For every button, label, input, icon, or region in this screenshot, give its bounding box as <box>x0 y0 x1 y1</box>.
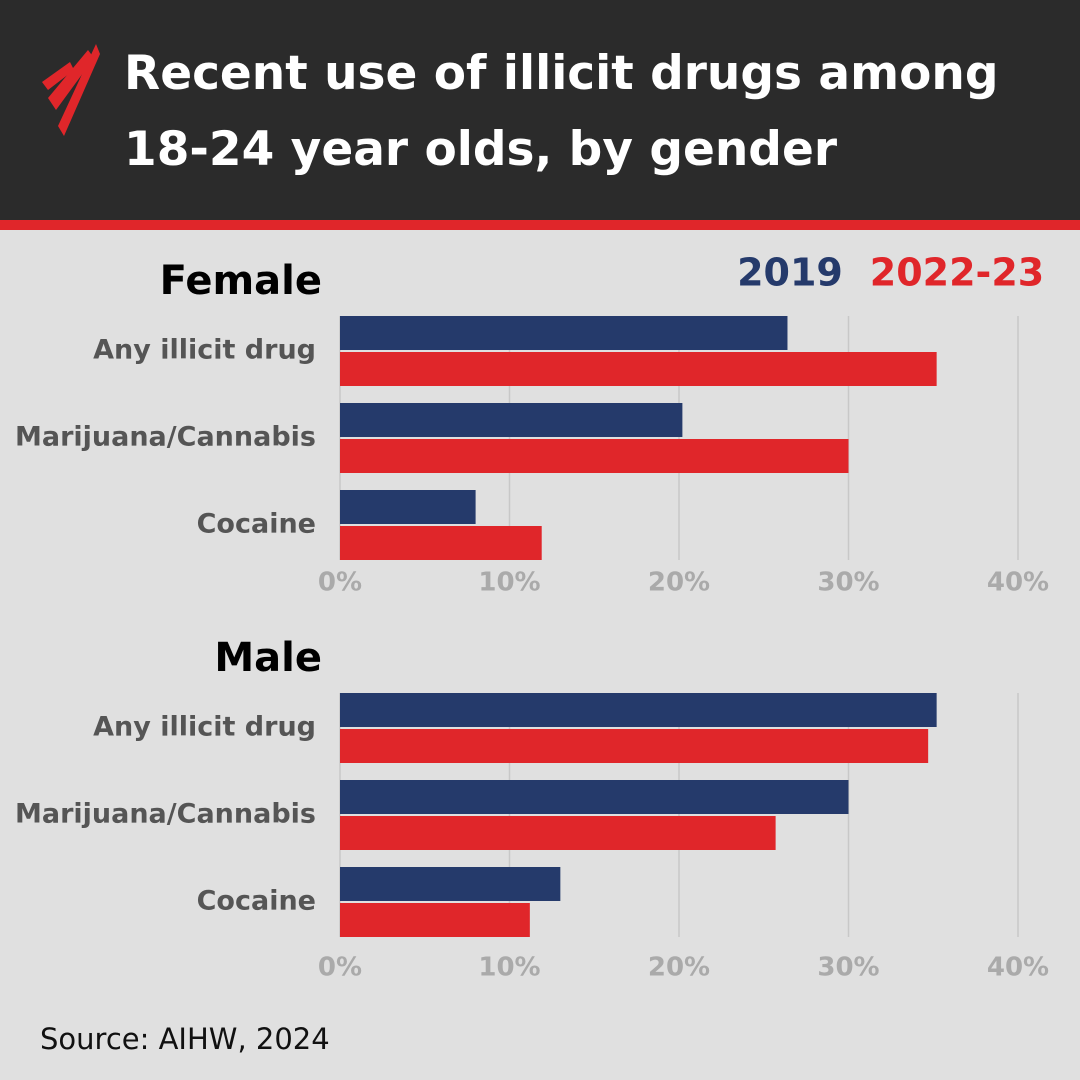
category-label: Marijuana/Cannabis <box>15 799 316 830</box>
bar <box>340 693 937 727</box>
bar <box>340 903 530 937</box>
x-tick-label: 20% <box>648 568 710 598</box>
header: Recent use of illicit drugs among 18-24 … <box>0 0 1080 230</box>
bar <box>340 316 788 350</box>
panel-title: Male <box>214 635 322 681</box>
title: Recent use of illicit drugs among 18-24 … <box>124 46 999 177</box>
category-label: Any illicit drug <box>93 335 316 366</box>
bar <box>340 352 937 386</box>
logo <box>42 44 100 136</box>
bar <box>340 439 849 473</box>
x-tick-label: 0% <box>318 953 362 983</box>
x-tick-label: 10% <box>478 953 540 983</box>
bar <box>340 867 561 901</box>
x-tick-label: 30% <box>817 953 879 983</box>
bar <box>340 780 849 814</box>
x-tick-label: 40% <box>987 953 1049 983</box>
legend-entry: 2019 <box>737 251 843 295</box>
x-tick-label: 10% <box>478 568 540 598</box>
bar <box>340 526 542 560</box>
x-tick-label: 30% <box>817 568 879 598</box>
bar <box>340 490 476 524</box>
x-tick-label: 0% <box>318 568 362 598</box>
category-label: Any illicit drug <box>93 712 316 743</box>
bar <box>340 403 683 437</box>
panel-title: Female <box>160 258 322 304</box>
x-tick-label: 20% <box>648 953 710 983</box>
category-label: Cocaine <box>197 509 316 540</box>
legend-entry: 2022-23 <box>870 251 1044 295</box>
category-label: Cocaine <box>197 886 316 917</box>
source: Source: AIHW, 2024 <box>40 1022 330 1056</box>
category-label: Marijuana/Cannabis <box>15 422 316 453</box>
bar <box>340 729 929 763</box>
x-tick-label: 40% <box>987 568 1049 598</box>
bar <box>340 816 776 850</box>
